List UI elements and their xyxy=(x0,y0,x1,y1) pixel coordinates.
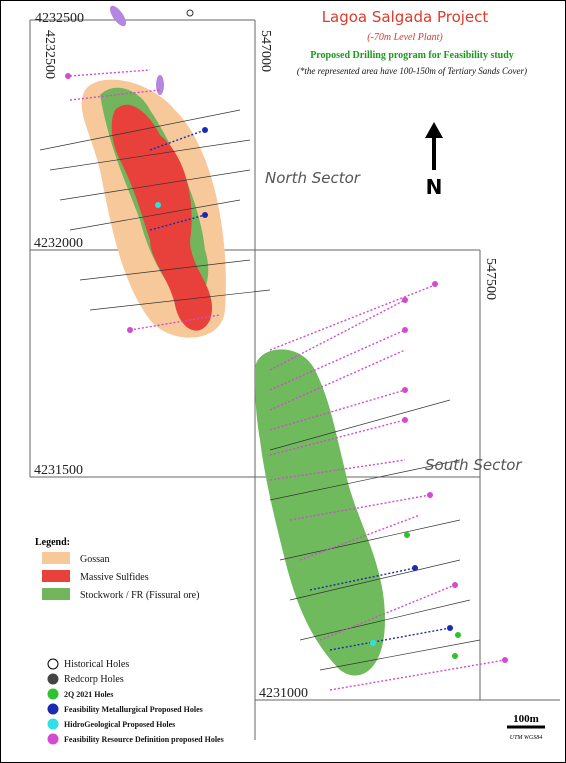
grid-label: 4231500 xyxy=(34,463,83,478)
legend-swatch xyxy=(42,570,70,582)
grid-label: 547500 xyxy=(483,258,498,300)
legend-symbol xyxy=(47,703,59,715)
legend-symbol xyxy=(47,658,59,670)
hole-symbol xyxy=(186,9,194,17)
program: Proposed Drilling program for Feasibilit… xyxy=(310,50,514,61)
legend-label: Redcorp Holes xyxy=(64,674,124,685)
north-arrow xyxy=(425,122,443,170)
datum-label: UTM WGS84 xyxy=(510,734,543,741)
legend-label: Gossan xyxy=(80,554,109,565)
hole-symbol xyxy=(109,5,127,27)
grid-label: 547000 xyxy=(258,30,273,72)
hole-collars xyxy=(65,73,508,663)
grid xyxy=(29,19,560,740)
sector-label: South Sector xyxy=(425,456,522,474)
scale-label: 100m xyxy=(513,713,539,725)
legend-symbol xyxy=(47,718,59,730)
legend-label: 2Q 2021 Holes xyxy=(64,690,113,699)
legend-label: Feasibility Metallurgical Proposed Holes xyxy=(64,705,203,714)
grid-label: 4231000 xyxy=(259,686,308,701)
subtitle: (-70m Level Plant) xyxy=(367,32,443,43)
stockwork-zone xyxy=(255,349,385,676)
legend-swatch xyxy=(42,588,70,600)
metallurgical-traces xyxy=(149,129,451,651)
legend-label: Stockwork / FR (Fissural ore) xyxy=(80,590,199,601)
legend-title: Legend: xyxy=(35,537,70,548)
legend-symbol xyxy=(47,673,59,685)
legend-label: Massive Sulfides xyxy=(80,572,149,583)
hole-symbol xyxy=(156,75,164,95)
grid-label: 4232000 xyxy=(34,236,83,251)
legend: Gossan Massive Sulfides Stockwork / FR (Fi… xyxy=(42,552,224,745)
legend-symbol xyxy=(47,733,59,745)
grid-label: 4232500 xyxy=(42,30,57,79)
legend-label: HidroGeological Proposed Holes xyxy=(64,720,175,729)
north-label: N xyxy=(426,175,443,199)
legend-symbol xyxy=(47,688,59,700)
legend-label: Historical Holes xyxy=(64,659,129,670)
legend-swatch xyxy=(42,552,70,564)
title: Lagoa Salgada Project xyxy=(322,8,489,26)
legend-label: Feasibility Resource Definition proposed… xyxy=(64,735,224,744)
grid-label: 4232500 xyxy=(35,11,84,26)
note: (*the represented area have 100-150m of … xyxy=(297,66,527,76)
drill-traces xyxy=(39,109,481,671)
sector-label: North Sector xyxy=(265,169,361,187)
massive-sulfides-zone xyxy=(111,104,213,331)
proposed-traces xyxy=(69,69,506,691)
